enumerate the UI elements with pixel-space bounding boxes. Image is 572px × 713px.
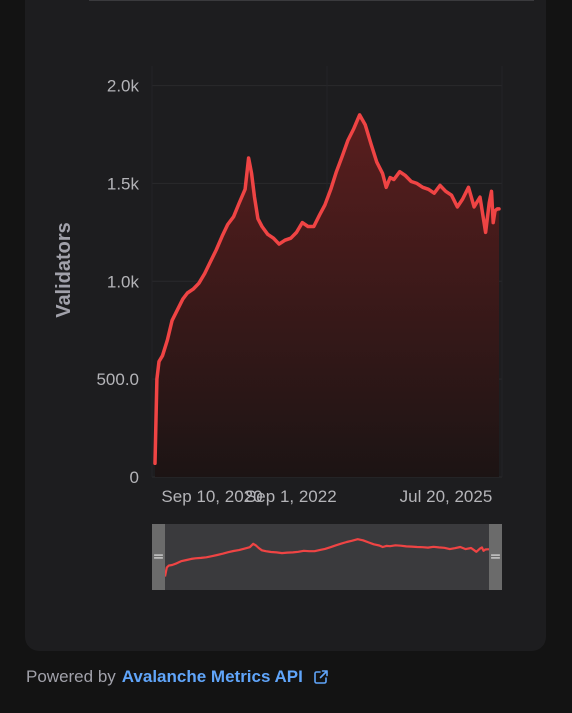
data-point [154, 462, 156, 465]
data-point [467, 186, 470, 189]
data-point [257, 217, 259, 220]
data-point [318, 213, 321, 216]
data-point [370, 143, 372, 146]
data-point [427, 188, 430, 191]
external-link-icon[interactable] [313, 669, 329, 685]
data-point [335, 170, 338, 173]
series-area [155, 114, 499, 478]
data-point [186, 292, 189, 294]
x-tick-label: Jul 20, 2025 [400, 487, 493, 506]
data-point [404, 174, 407, 177]
data-point [284, 239, 286, 241]
data-point [375, 161, 378, 163]
data-point [203, 272, 206, 275]
data-point [364, 123, 367, 126]
navigator-series-line [163, 538, 489, 577]
navigator-left-handle[interactable] [152, 524, 165, 590]
data-point [244, 188, 246, 191]
data-point [278, 243, 280, 245]
data-point [192, 288, 194, 290]
data-point [484, 231, 487, 234]
data-point [488, 202, 491, 204]
data-point [166, 339, 169, 341]
data-point [161, 354, 164, 357]
navigator-right-handle[interactable] [489, 524, 502, 590]
data-point [324, 204, 326, 206]
data-point [232, 215, 235, 218]
data-point [290, 237, 292, 239]
data-point [461, 198, 464, 200]
data-point [353, 127, 355, 130]
data-point [416, 182, 418, 185]
data-point [198, 282, 200, 285]
data-point [496, 208, 499, 210]
data-point [385, 186, 388, 189]
range-navigator[interactable]: = = [152, 524, 502, 590]
y-tick-label: 2.0k [107, 77, 140, 96]
data-point [266, 233, 269, 236]
data-point [221, 235, 223, 238]
data-point [250, 172, 253, 175]
data-point [473, 206, 475, 208]
data-point [444, 190, 447, 193]
data-point [498, 208, 500, 210]
data-point [247, 157, 250, 159]
data-point [156, 378, 158, 380]
data-point [450, 194, 453, 196]
x-tick-label: Sep 10, 2020 [161, 487, 262, 506]
data-point [301, 221, 304, 224]
data-point [381, 172, 384, 175]
data-point [398, 170, 401, 173]
data-point [330, 188, 332, 191]
card-divider [89, 0, 534, 1]
data-point [456, 206, 459, 208]
data-point [433, 192, 436, 194]
y-axis: 0 500.0 1.0k 1.5k 2.0k [96, 77, 139, 487]
series-line [153, 113, 501, 466]
data-point [182, 298, 184, 300]
data-point [410, 180, 413, 183]
data-point [341, 155, 344, 157]
data-point [439, 184, 441, 187]
data-point [307, 225, 309, 228]
powered-by-text: Powered by [26, 667, 116, 686]
data-point [177, 307, 179, 310]
x-tick-label: Sep 1, 2022 [245, 487, 337, 506]
data-point [171, 319, 173, 322]
data-point [253, 196, 256, 198]
y-tick-label: 1.5k [107, 174, 140, 193]
data-point [358, 114, 361, 116]
data-point [494, 210, 496, 212]
navigator-right-handle-grip[interactable]: = [490, 549, 502, 565]
data-point [490, 190, 493, 193]
data-point [347, 139, 349, 142]
data-point [272, 237, 275, 239]
data-point [393, 178, 395, 181]
footer: Powered by Avalanche Metrics API [26, 666, 329, 688]
data-point [226, 223, 229, 226]
y-tick-label: 500.0 [96, 370, 139, 389]
data-point [261, 225, 263, 228]
data-point [421, 186, 424, 189]
data-point [215, 249, 217, 251]
data-point [158, 360, 160, 363]
y-tick-label: 1.0k [107, 272, 140, 291]
data-point [492, 221, 495, 224]
data-point [389, 176, 391, 179]
y-tick-label: 0 [130, 468, 139, 487]
data-point [479, 196, 481, 198]
data-point [238, 202, 240, 204]
data-point [313, 225, 315, 228]
navigator-left-handle-grip[interactable]: = [153, 549, 165, 565]
y-axis-label: Validators [53, 222, 75, 318]
plot-area [153, 113, 501, 478]
data-point [209, 260, 212, 263]
metrics-api-link[interactable]: Avalanche Metrics API [121, 667, 303, 686]
data-point [295, 231, 298, 234]
